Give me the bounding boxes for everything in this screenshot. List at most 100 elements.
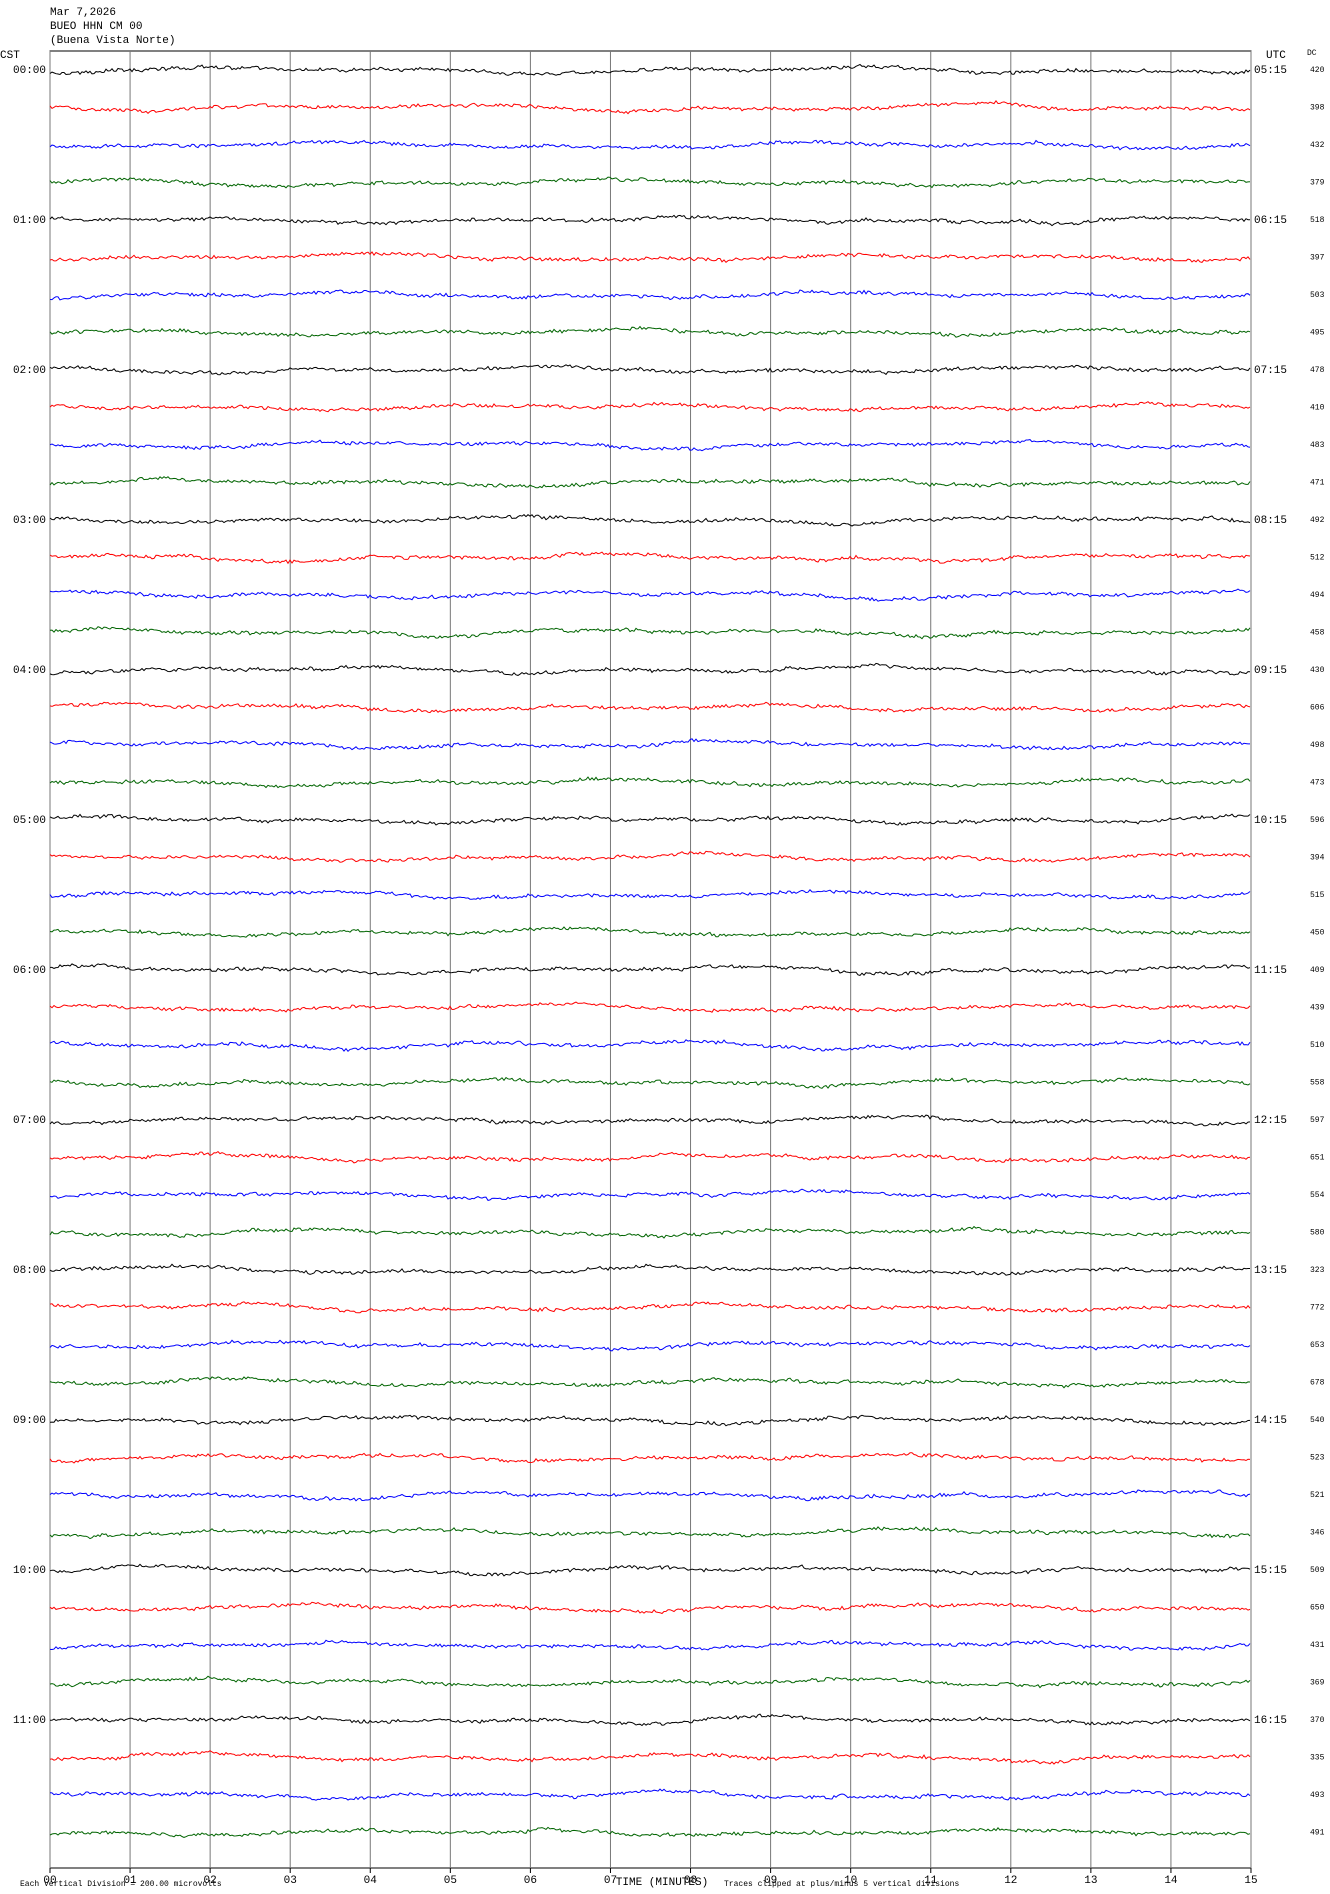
dc-value: 515 (1310, 891, 1325, 900)
trace (49, 1039, 1251, 1053)
dc-value: 420 (1310, 66, 1325, 75)
trace (49, 551, 1251, 565)
x-tick-label: 00 (43, 1875, 56, 1887)
trace (49, 1452, 1251, 1464)
dc-value: 558 (1310, 1079, 1325, 1088)
utc-label: 13:15 (1254, 1265, 1287, 1277)
trace (49, 99, 1251, 115)
trace (49, 325, 1251, 338)
dc-value: 430 (1310, 666, 1325, 675)
dc-value: 503 (1310, 291, 1325, 300)
dc-value: 369 (1310, 1679, 1325, 1688)
cst-label: 03:00 (13, 515, 46, 527)
trace (49, 514, 1251, 527)
cst-label: 06:00 (13, 965, 46, 977)
trace (49, 1301, 1251, 1314)
dc-value: 597 (1310, 1116, 1325, 1125)
x-tick-label: 10 (844, 1875, 857, 1887)
location: (Buena Vista Norte) (50, 35, 175, 47)
utc-label: 15:15 (1254, 1565, 1287, 1577)
dc-value: 492 (1310, 516, 1325, 525)
dc-value: 478 (1310, 366, 1325, 375)
trace (49, 1526, 1251, 1540)
dc-value: 678 (1310, 1379, 1325, 1388)
dc-value: 431 (1310, 1641, 1325, 1650)
utc-label: 08:15 (1254, 515, 1287, 527)
dc-value: 397 (1310, 254, 1325, 263)
dc-value: 509 (1310, 1566, 1325, 1575)
x-tick-label: 03 (284, 1875, 297, 1887)
trace (49, 926, 1251, 938)
dc-value: 471 (1310, 479, 1325, 488)
trace (49, 364, 1251, 376)
trace (49, 439, 1251, 452)
dc-value: 491 (1310, 1829, 1325, 1838)
trace (49, 1489, 1251, 1502)
cst-label: 02:00 (13, 365, 46, 377)
trace (49, 1826, 1251, 1838)
dc-value: 370 (1310, 1716, 1325, 1725)
dc-value: 439 (1310, 1004, 1325, 1013)
utc-label: 11:15 (1254, 965, 1287, 977)
dc-value: 518 (1310, 216, 1325, 225)
dc-value: 473 (1310, 779, 1325, 788)
dc-value: 379 (1310, 179, 1325, 188)
utc-label: 07:15 (1254, 365, 1287, 377)
x-tick-label: 12 (1004, 1875, 1017, 1887)
trace (49, 1150, 1251, 1164)
dc-value: 346 (1310, 1529, 1325, 1538)
station: BUEO HHN CM 00 (50, 21, 142, 33)
cst-label: 08:00 (13, 1265, 46, 1277)
trace (49, 1639, 1251, 1651)
x-axis-title: TIME (MINUTES) (616, 1877, 708, 1889)
utc-label: 10:15 (1254, 815, 1287, 827)
dc-value: 495 (1310, 329, 1325, 338)
trace (49, 1376, 1251, 1389)
cst-label: 07:00 (13, 1115, 46, 1127)
x-tick-label: 02 (204, 1875, 217, 1887)
dc-value: 772 (1310, 1304, 1325, 1313)
dc-value: 606 (1310, 704, 1325, 713)
cst-label: 01:00 (13, 215, 46, 227)
trace (49, 476, 1251, 489)
trace (49, 1414, 1251, 1427)
x-tick-label: 13 (1084, 1875, 1097, 1887)
trace (49, 1750, 1251, 1765)
dc-value: 554 (1310, 1191, 1325, 1200)
trace (49, 1225, 1251, 1239)
trace (49, 1713, 1251, 1727)
trace (49, 139, 1251, 151)
trace (49, 588, 1251, 602)
trace (49, 889, 1251, 900)
dc-value: 458 (1310, 629, 1325, 638)
dc-value: 523 (1310, 1454, 1325, 1463)
trace (49, 813, 1251, 826)
plot-frame (49, 50, 1252, 1869)
x-tick-label: 01 (123, 1875, 137, 1887)
dc-value: 398 (1310, 104, 1325, 113)
dc-value: 335 (1310, 1754, 1325, 1763)
cst-label: 11:00 (13, 1715, 46, 1727)
date: Mar 7,2026 (50, 7, 116, 19)
trace (49, 214, 1251, 227)
x-tick-label: 06 (524, 1875, 537, 1887)
trace (49, 401, 1251, 413)
utc-label: 09:15 (1254, 665, 1287, 677)
dc-value: 651 (1310, 1154, 1325, 1163)
trace (49, 1076, 1251, 1089)
cst-label: 10:00 (13, 1565, 46, 1577)
dc-value: 493 (1310, 1791, 1325, 1800)
dc-title: DC (1307, 49, 1317, 58)
trace (49, 1563, 1251, 1577)
trace (49, 850, 1251, 863)
trace (49, 63, 1251, 76)
x-tick-label: 15 (1244, 1875, 1257, 1887)
cst-label: 04:00 (13, 665, 46, 677)
utc-title: UTC (1266, 50, 1286, 62)
utc-label: 12:15 (1254, 1115, 1287, 1127)
trace (50, 963, 1251, 977)
trace (49, 251, 1251, 263)
cst-title: CST (0, 50, 20, 62)
